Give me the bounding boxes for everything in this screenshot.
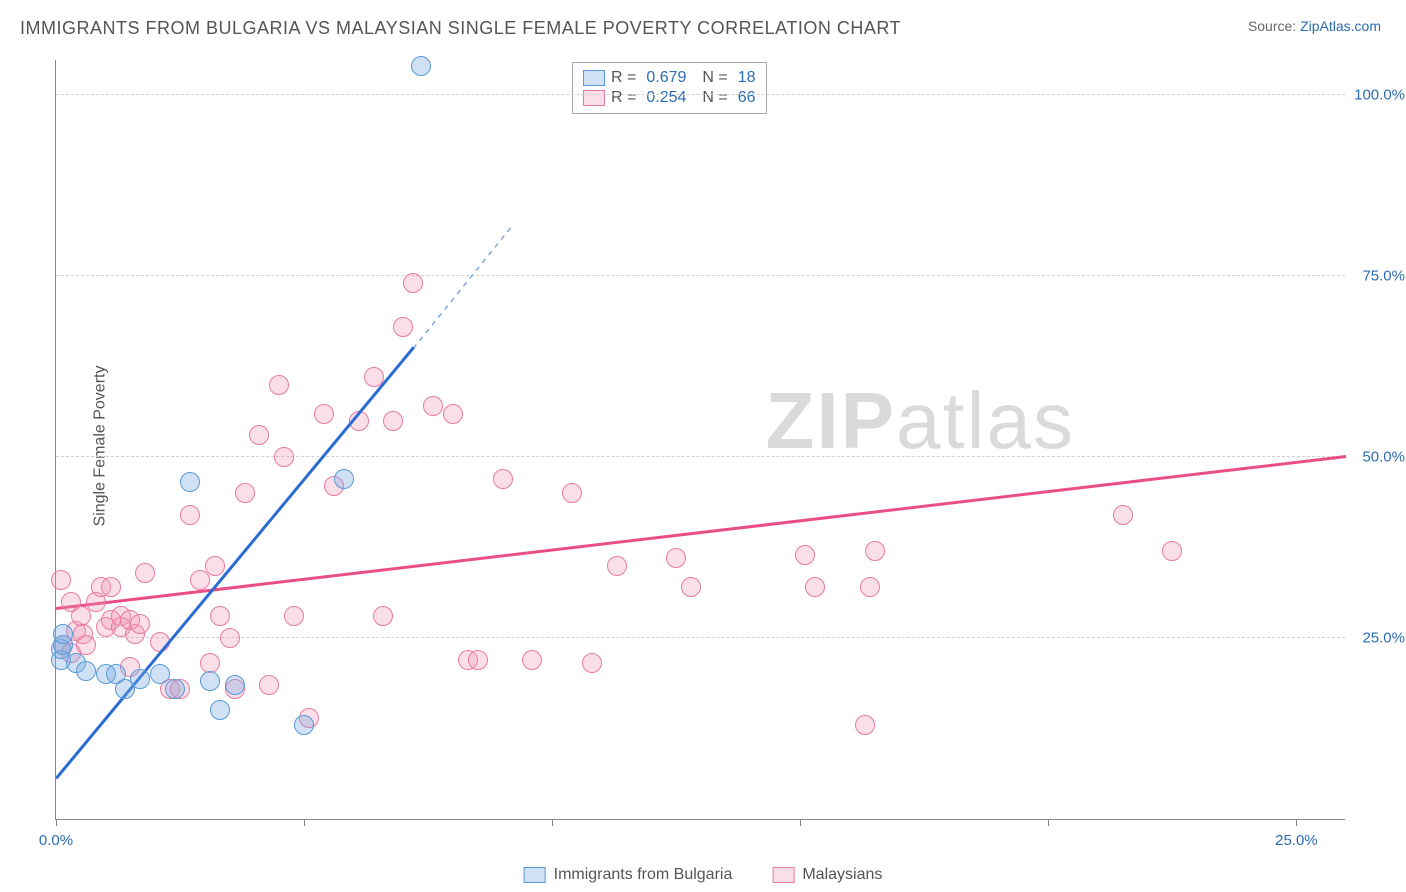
data-point bbox=[165, 679, 185, 699]
x-tick-label: 0.0% bbox=[39, 832, 73, 849]
stat-n-label: N = bbox=[702, 69, 727, 87]
data-point bbox=[411, 56, 431, 76]
legend-swatch bbox=[583, 90, 605, 106]
source-prefix: Source: bbox=[1248, 18, 1300, 34]
stat-n-value: 18 bbox=[738, 69, 756, 87]
data-point bbox=[373, 606, 393, 626]
data-point bbox=[53, 624, 73, 644]
legend-item: Malaysians bbox=[772, 866, 882, 884]
data-point bbox=[71, 606, 91, 626]
data-point bbox=[274, 447, 294, 467]
trend-line bbox=[55, 346, 414, 778]
data-point bbox=[259, 675, 279, 695]
data-point bbox=[210, 700, 230, 720]
data-point bbox=[666, 548, 686, 568]
data-point bbox=[220, 628, 240, 648]
data-point bbox=[76, 635, 96, 655]
y-tick-label: 25.0% bbox=[1350, 630, 1405, 647]
data-point bbox=[860, 577, 880, 597]
data-point bbox=[76, 661, 96, 681]
legend-label: Immigrants from Bulgaria bbox=[554, 866, 733, 884]
x-tick bbox=[56, 819, 57, 826]
watermark-bold: ZIP bbox=[766, 376, 896, 465]
stat-r-label: R = bbox=[611, 69, 636, 87]
watermark-light: atlas bbox=[896, 376, 1075, 465]
y-tick-label: 50.0% bbox=[1350, 449, 1405, 466]
bottom-legend: Immigrants from Bulgaria Malaysians bbox=[524, 866, 883, 884]
stats-row: R = 0.254 N = 66 bbox=[583, 89, 756, 107]
source-credit: Source: ZipAtlas.com bbox=[1248, 18, 1381, 34]
gridline bbox=[56, 275, 1345, 276]
data-point bbox=[522, 650, 542, 670]
stats-legend-box: R = 0.679 N = 18 R = 0.254 N = 66 bbox=[572, 62, 767, 114]
plot-area: ZIPatlas R =0.679N =18R =0.254N =66 25.0… bbox=[55, 60, 1345, 820]
data-point bbox=[493, 469, 513, 489]
data-point bbox=[334, 469, 354, 489]
stat-r-label: R = bbox=[611, 89, 636, 107]
y-tick-label: 75.0% bbox=[1350, 268, 1405, 285]
stat-n-value: 66 bbox=[738, 89, 756, 107]
data-point bbox=[582, 653, 602, 673]
data-point bbox=[443, 404, 463, 424]
stat-r-value: 0.679 bbox=[646, 69, 686, 87]
data-point bbox=[51, 570, 71, 590]
data-point bbox=[284, 606, 304, 626]
data-point bbox=[200, 653, 220, 673]
data-point bbox=[205, 556, 225, 576]
data-point bbox=[101, 577, 121, 597]
y-tick-label: 100.0% bbox=[1350, 87, 1405, 104]
data-point bbox=[383, 411, 403, 431]
data-point bbox=[865, 541, 885, 561]
data-point bbox=[607, 556, 627, 576]
legend-label: Malaysians bbox=[802, 866, 882, 884]
gridline bbox=[56, 94, 1345, 95]
data-point bbox=[1162, 541, 1182, 561]
data-point bbox=[249, 425, 269, 445]
chart-title: IMMIGRANTS FROM BULGARIA VS MALAYSIAN SI… bbox=[20, 18, 901, 39]
legend-item: Immigrants from Bulgaria bbox=[524, 866, 733, 884]
data-point bbox=[795, 545, 815, 565]
data-point bbox=[190, 570, 210, 590]
data-point bbox=[225, 675, 245, 695]
data-point bbox=[135, 563, 155, 583]
x-tick bbox=[800, 819, 801, 826]
data-point bbox=[562, 483, 582, 503]
data-point bbox=[294, 715, 314, 735]
data-point bbox=[855, 715, 875, 735]
data-point bbox=[1113, 505, 1133, 525]
data-point bbox=[681, 577, 701, 597]
data-point bbox=[235, 483, 255, 503]
stat-n-label: N = bbox=[702, 89, 727, 107]
data-point bbox=[805, 577, 825, 597]
x-tick bbox=[304, 819, 305, 826]
data-point bbox=[200, 671, 220, 691]
data-point bbox=[403, 273, 423, 293]
data-point bbox=[180, 472, 200, 492]
x-tick bbox=[1048, 819, 1049, 826]
gridline bbox=[56, 637, 1345, 638]
x-tick bbox=[1296, 819, 1297, 826]
data-point bbox=[393, 317, 413, 337]
legend-swatch bbox=[524, 867, 546, 883]
legend-swatch bbox=[583, 70, 605, 86]
data-point bbox=[130, 669, 150, 689]
data-point bbox=[468, 650, 488, 670]
source-link[interactable]: ZipAtlas.com bbox=[1300, 18, 1381, 34]
data-point bbox=[314, 404, 334, 424]
data-point bbox=[423, 396, 443, 416]
watermark: ZIPatlas bbox=[766, 375, 1075, 467]
stats-row: R = 0.679 N = 18 bbox=[583, 69, 756, 87]
x-tick bbox=[552, 819, 553, 826]
gridline bbox=[56, 456, 1345, 457]
data-point bbox=[130, 614, 150, 634]
x-tick-label: 25.0% bbox=[1275, 832, 1318, 849]
data-point bbox=[180, 505, 200, 525]
legend-swatch bbox=[772, 867, 794, 883]
data-point bbox=[210, 606, 230, 626]
stat-r-value: 0.254 bbox=[646, 89, 686, 107]
data-point bbox=[269, 375, 289, 395]
